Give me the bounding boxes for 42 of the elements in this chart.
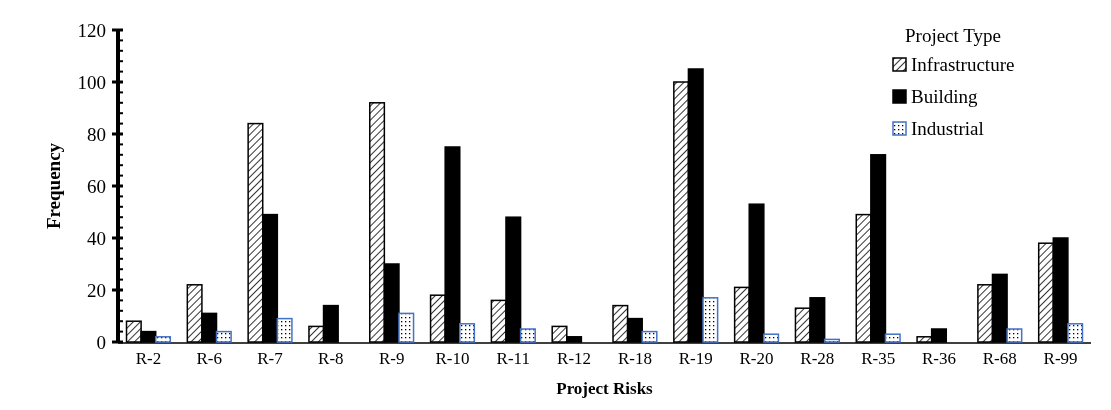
x-tick-label: R-8 [318, 349, 344, 368]
legend-title: Project Type [905, 25, 1001, 46]
bar [763, 333, 780, 343]
legend-label: Building [911, 86, 979, 107]
x-tick-label: R-6 [196, 349, 222, 368]
y-tick-label: 120 [77, 19, 106, 41]
bar [276, 317, 293, 343]
bar [459, 323, 476, 343]
y-tick-label: 20 [87, 279, 106, 301]
y-tick-label: 60 [87, 175, 106, 197]
bar [519, 328, 536, 343]
y-axis-title: Frequency [43, 142, 64, 230]
y-tick-label: 0 [96, 331, 106, 353]
x-tick-label: R-9 [378, 349, 405, 368]
x-tick-label: R-11 [496, 349, 530, 368]
bar [1006, 328, 1023, 343]
legend-label: Infrastructure [911, 54, 1015, 75]
x-tick-label: R-19 [678, 349, 713, 368]
y-tick-label: 40 [87, 227, 106, 249]
x-tick-label: R-18 [617, 349, 652, 368]
bar [884, 333, 901, 343]
x-tick-label: R-68 [982, 349, 1017, 368]
bar [1067, 323, 1084, 343]
x-tick-label: R-99 [1043, 349, 1078, 368]
x-tick-label: R-7 [257, 349, 284, 368]
legend-label: Industrial [911, 118, 984, 139]
bar [823, 338, 840, 343]
x-tick-label: R-20 [739, 349, 774, 368]
bar [215, 330, 232, 343]
x-tick-label: R-2 [135, 349, 162, 368]
x-tick-label: R-36 [921, 349, 956, 368]
x-tick-label: R-12 [557, 349, 592, 368]
x-tick-label: R-35 [861, 349, 896, 368]
x-axis-title: Project Risks [556, 379, 654, 398]
bar [641, 330, 658, 343]
y-tick-label: 100 [77, 71, 106, 93]
x-tick-label: R-28 [800, 349, 835, 368]
bar [398, 312, 415, 343]
bar [702, 297, 719, 343]
bar [154, 336, 172, 343]
x-tick-label: R-10 [435, 349, 470, 368]
y-tick-label: 80 [87, 123, 106, 145]
